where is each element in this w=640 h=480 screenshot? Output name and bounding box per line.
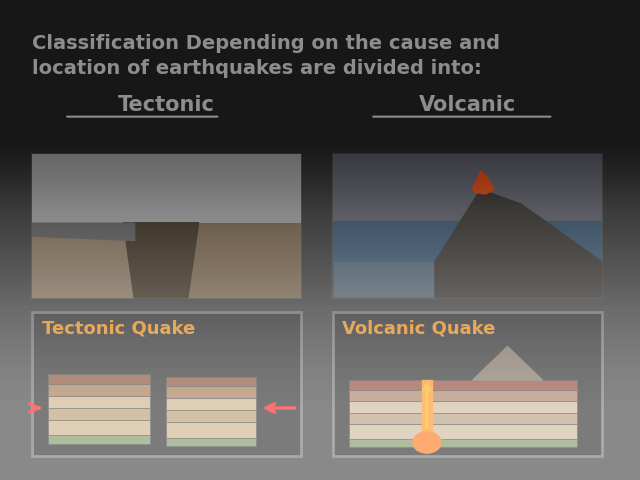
FancyBboxPatch shape bbox=[349, 401, 577, 413]
Polygon shape bbox=[472, 347, 543, 380]
Circle shape bbox=[413, 432, 441, 453]
FancyBboxPatch shape bbox=[48, 435, 150, 444]
Text: Tectonic Quake: Tectonic Quake bbox=[42, 319, 195, 337]
Polygon shape bbox=[472, 171, 494, 194]
Text: Volcanic: Volcanic bbox=[419, 95, 516, 115]
Text: Classification Depending on the cause and
location of earthquakes are divided in: Classification Depending on the cause an… bbox=[32, 34, 500, 78]
Text: Tectonic: Tectonic bbox=[118, 95, 215, 115]
FancyBboxPatch shape bbox=[166, 377, 256, 386]
Text: Volcanic Quake: Volcanic Quake bbox=[342, 319, 496, 337]
FancyBboxPatch shape bbox=[166, 386, 256, 398]
FancyBboxPatch shape bbox=[166, 422, 256, 438]
FancyBboxPatch shape bbox=[48, 396, 150, 408]
Polygon shape bbox=[435, 190, 602, 298]
FancyBboxPatch shape bbox=[32, 312, 301, 456]
FancyBboxPatch shape bbox=[349, 439, 577, 447]
FancyBboxPatch shape bbox=[166, 410, 256, 422]
FancyBboxPatch shape bbox=[32, 154, 301, 298]
FancyBboxPatch shape bbox=[349, 413, 577, 424]
FancyBboxPatch shape bbox=[48, 420, 150, 435]
FancyBboxPatch shape bbox=[188, 223, 301, 298]
FancyBboxPatch shape bbox=[333, 312, 602, 456]
Polygon shape bbox=[124, 223, 198, 298]
FancyBboxPatch shape bbox=[166, 438, 256, 446]
FancyBboxPatch shape bbox=[48, 384, 150, 396]
FancyBboxPatch shape bbox=[349, 424, 577, 439]
FancyBboxPatch shape bbox=[32, 223, 134, 298]
FancyBboxPatch shape bbox=[166, 398, 256, 410]
FancyBboxPatch shape bbox=[333, 154, 602, 226]
FancyBboxPatch shape bbox=[349, 380, 577, 390]
FancyBboxPatch shape bbox=[48, 374, 150, 384]
FancyBboxPatch shape bbox=[48, 408, 150, 420]
FancyBboxPatch shape bbox=[349, 390, 577, 401]
FancyBboxPatch shape bbox=[32, 154, 301, 223]
FancyBboxPatch shape bbox=[333, 154, 602, 298]
FancyBboxPatch shape bbox=[333, 221, 602, 262]
